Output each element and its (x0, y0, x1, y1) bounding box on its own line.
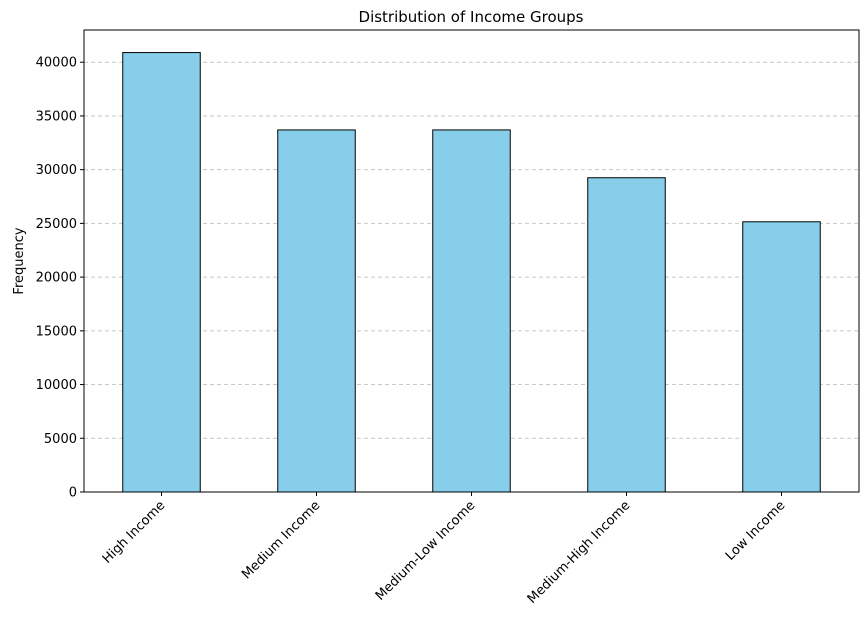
y-tick-label: 0 (69, 486, 77, 501)
x-tick-label: Medium Income (239, 498, 323, 582)
y-tick-label: 5000 (44, 432, 77, 447)
chart-title: Distribution of Income Groups (359, 8, 584, 26)
y-axis-label: Frequency (12, 227, 27, 294)
x-tick-label: Medium-High Income (525, 498, 634, 607)
y-tick-label: 15000 (36, 324, 77, 339)
y-tick-label: 20000 (36, 271, 77, 286)
bar (742, 221, 821, 493)
x-tick-label: Medium-Low Income (373, 498, 479, 604)
x-tick-label: Low Income (723, 498, 788, 563)
y-axis: 0 5000 10000 15000 20000 25000 30000 35000 40000 (36, 56, 84, 501)
x-tick-label: High Income (100, 498, 168, 566)
bar (587, 177, 666, 493)
bars (122, 52, 821, 493)
y-tick-label: 30000 (36, 163, 77, 178)
bar (122, 52, 201, 493)
y-tick-label: 40000 (36, 56, 77, 71)
y-tick-label: 10000 (36, 378, 77, 393)
bar (277, 129, 356, 493)
plot-frame (83, 29, 860, 493)
y-tick-label: 25000 (36, 217, 77, 232)
x-axis: High Income Medium Income Medium-Low Incom… (100, 492, 788, 607)
bar (432, 129, 511, 493)
y-tick-label: 35000 (36, 109, 77, 124)
